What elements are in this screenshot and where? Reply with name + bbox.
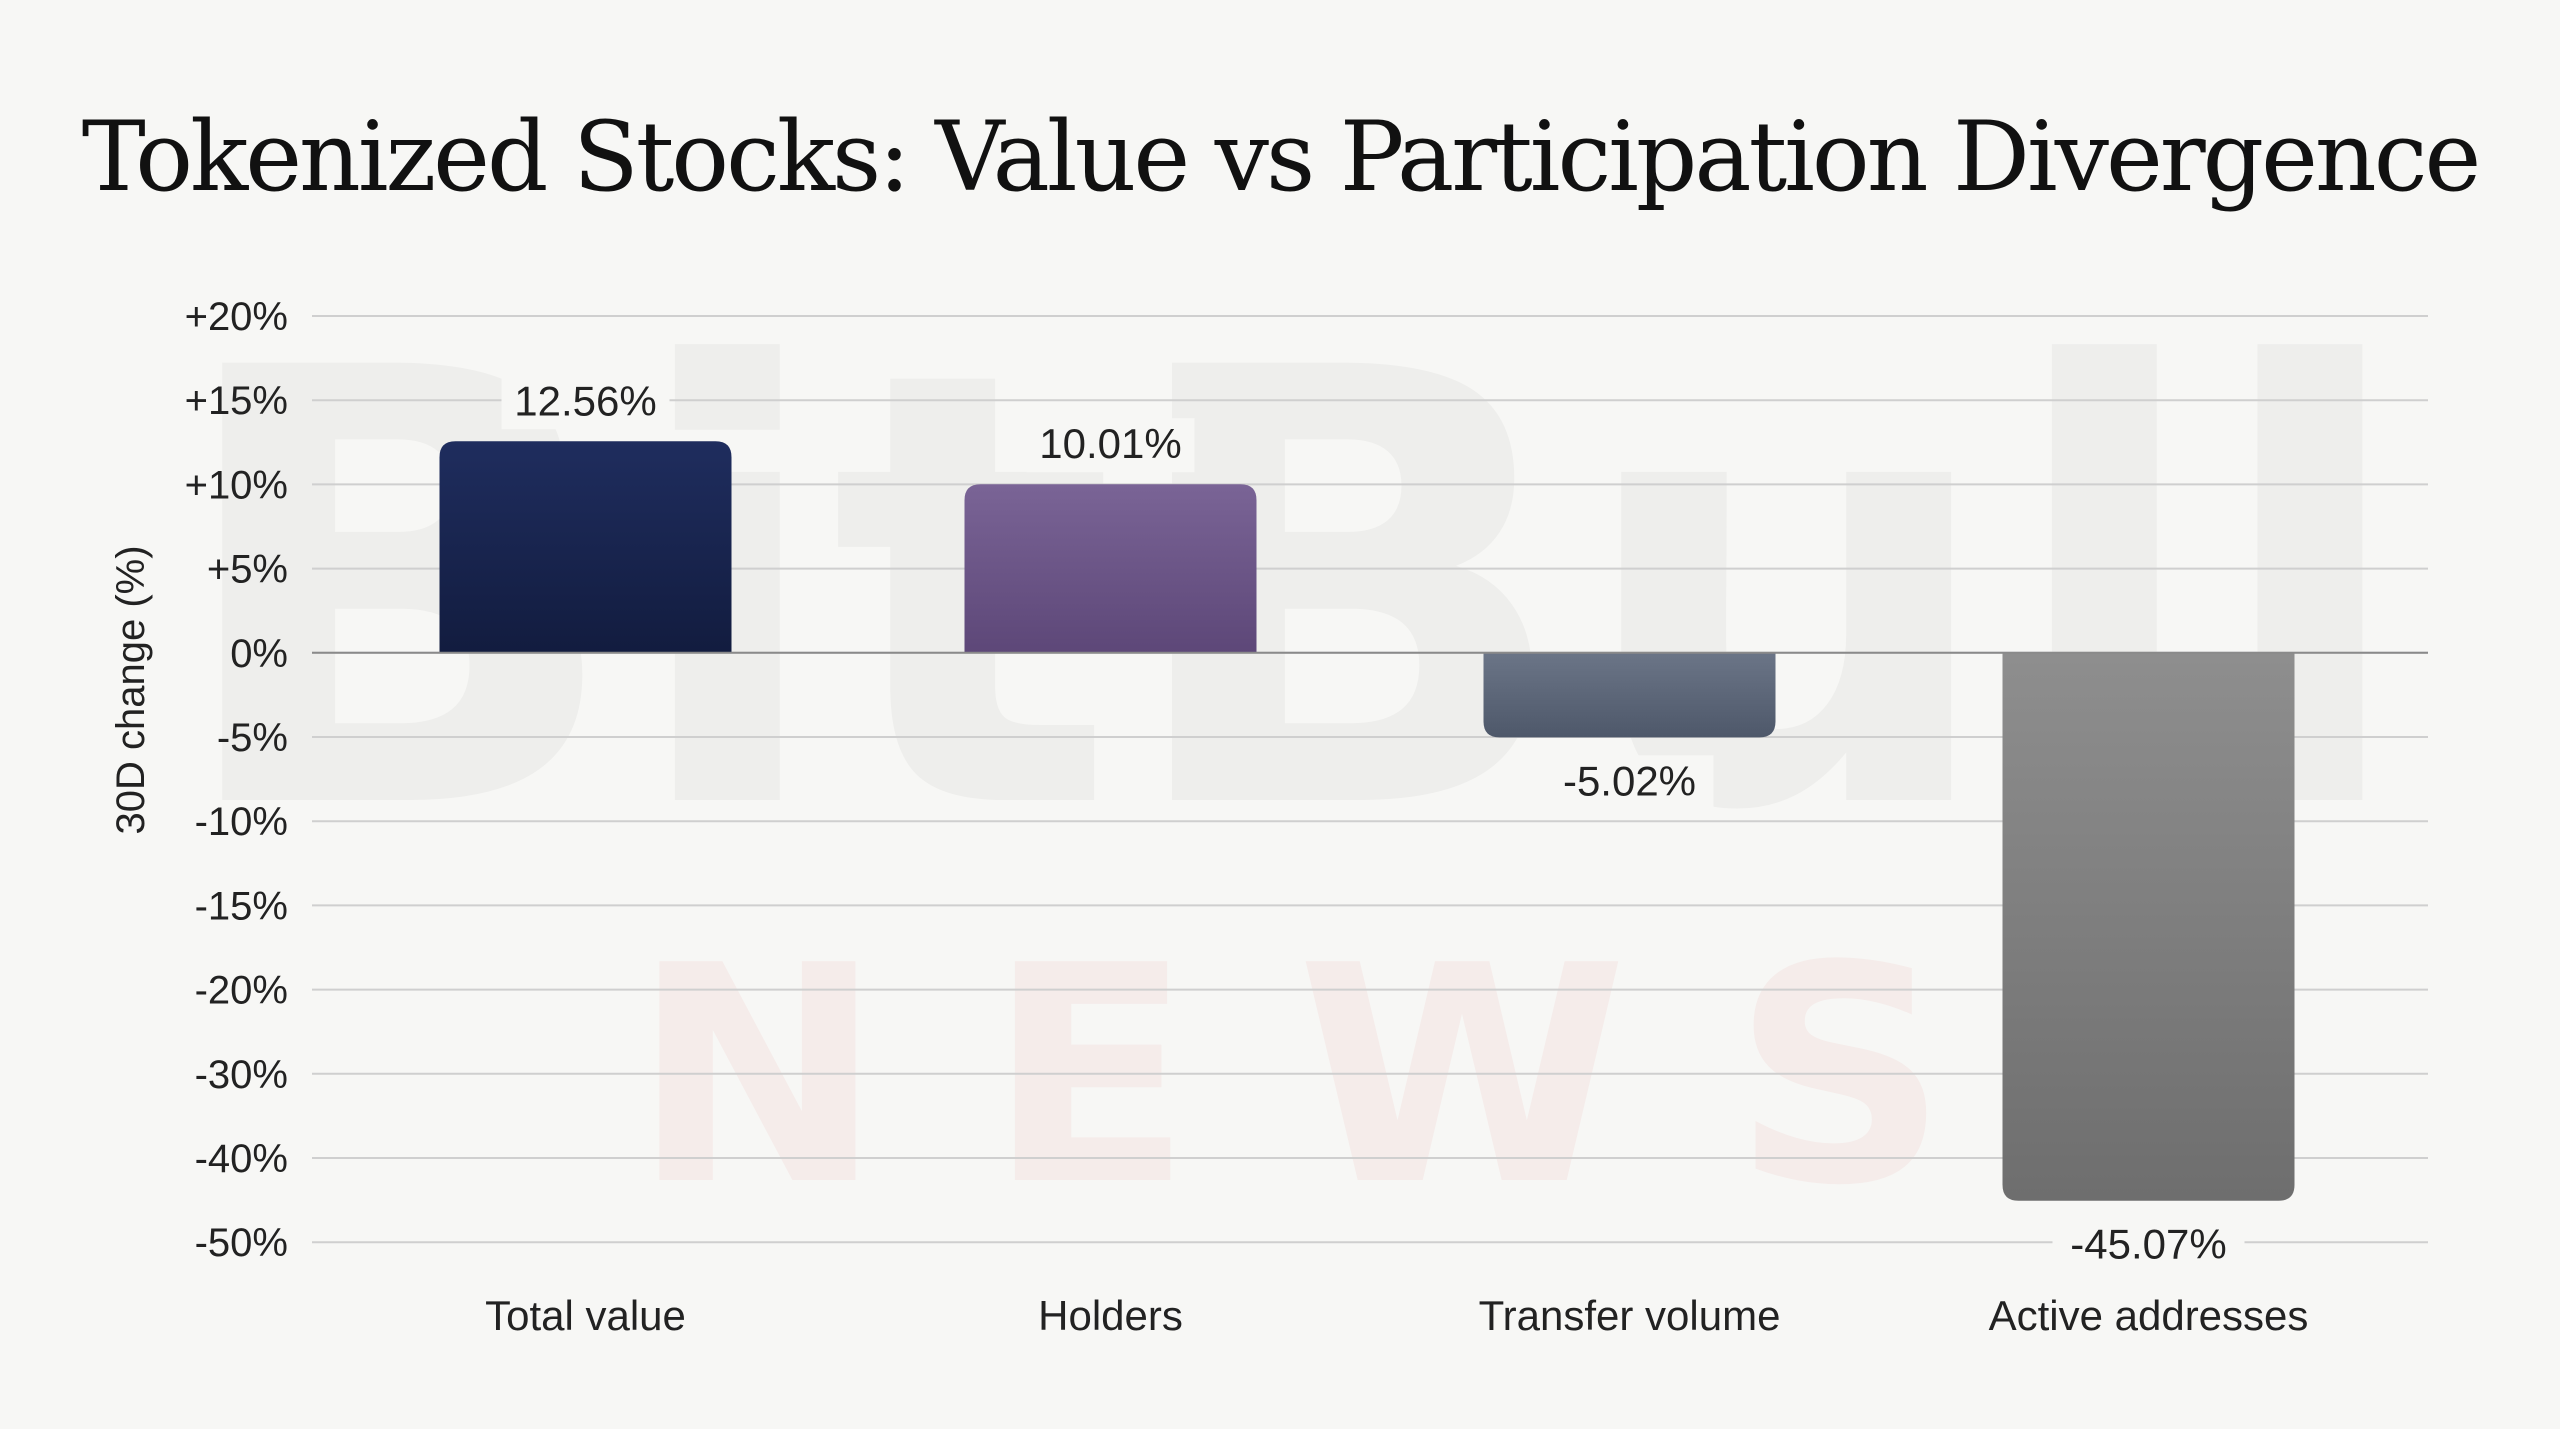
bar-holders	[964, 484, 1257, 653]
y-tick-label: -40%	[195, 1137, 288, 1181]
y-tick-label: -10%	[195, 800, 288, 844]
category-label: Active addresses	[1989, 1292, 2309, 1339]
y-tick-label: +20%	[185, 295, 288, 339]
data-label-bg	[1026, 418, 1195, 473]
y-tick-label: -30%	[195, 1053, 288, 1097]
y-tick-label: 0%	[230, 632, 288, 676]
bar-active-addresses	[2002, 652, 2295, 1201]
data-label: -5.02%	[1563, 757, 1696, 804]
data-label-bg	[1545, 755, 1714, 810]
y-tick-label: +10%	[185, 463, 288, 507]
bar-total-value	[439, 441, 732, 653]
watermark-news: N E W S	[632, 902, 1948, 1251]
category-label: Transfer volume	[1479, 1292, 1781, 1339]
data-label: -45.07%	[2070, 1221, 2226, 1268]
data-labels: 12.56% 10.01% -5.02% -45.07%	[501, 375, 2245, 1273]
y-axis-label: 30D change (%)	[109, 545, 153, 834]
data-label: 12.56%	[514, 377, 656, 424]
bar-transfer-volume	[1483, 652, 1776, 738]
y-tick-label: +15%	[185, 379, 288, 423]
category-labels: Total value Holders Transfer volume Active …	[485, 1292, 2308, 1339]
y-tick-label: -15%	[195, 884, 288, 928]
data-label-bg	[2052, 1218, 2245, 1273]
y-tick-label: -50%	[195, 1221, 288, 1265]
chart-title: Tokenized Stocks: Value vs Participation…	[82, 101, 2479, 213]
data-label: 10.01%	[1039, 420, 1181, 467]
y-tick-label: +5%	[207, 548, 288, 592]
category-label: Holders	[1038, 1292, 1183, 1339]
y-tick-label: -20%	[195, 969, 288, 1013]
category-label: Total value	[485, 1292, 686, 1339]
bars	[439, 441, 2295, 1201]
y-tick-label: -5%	[217, 716, 288, 760]
y-axis-ticks: +20% +15% +10% +5% 0% -5% -10% -15% -20% -30% -40%…	[185, 295, 288, 1265]
data-label-bg	[501, 375, 670, 430]
